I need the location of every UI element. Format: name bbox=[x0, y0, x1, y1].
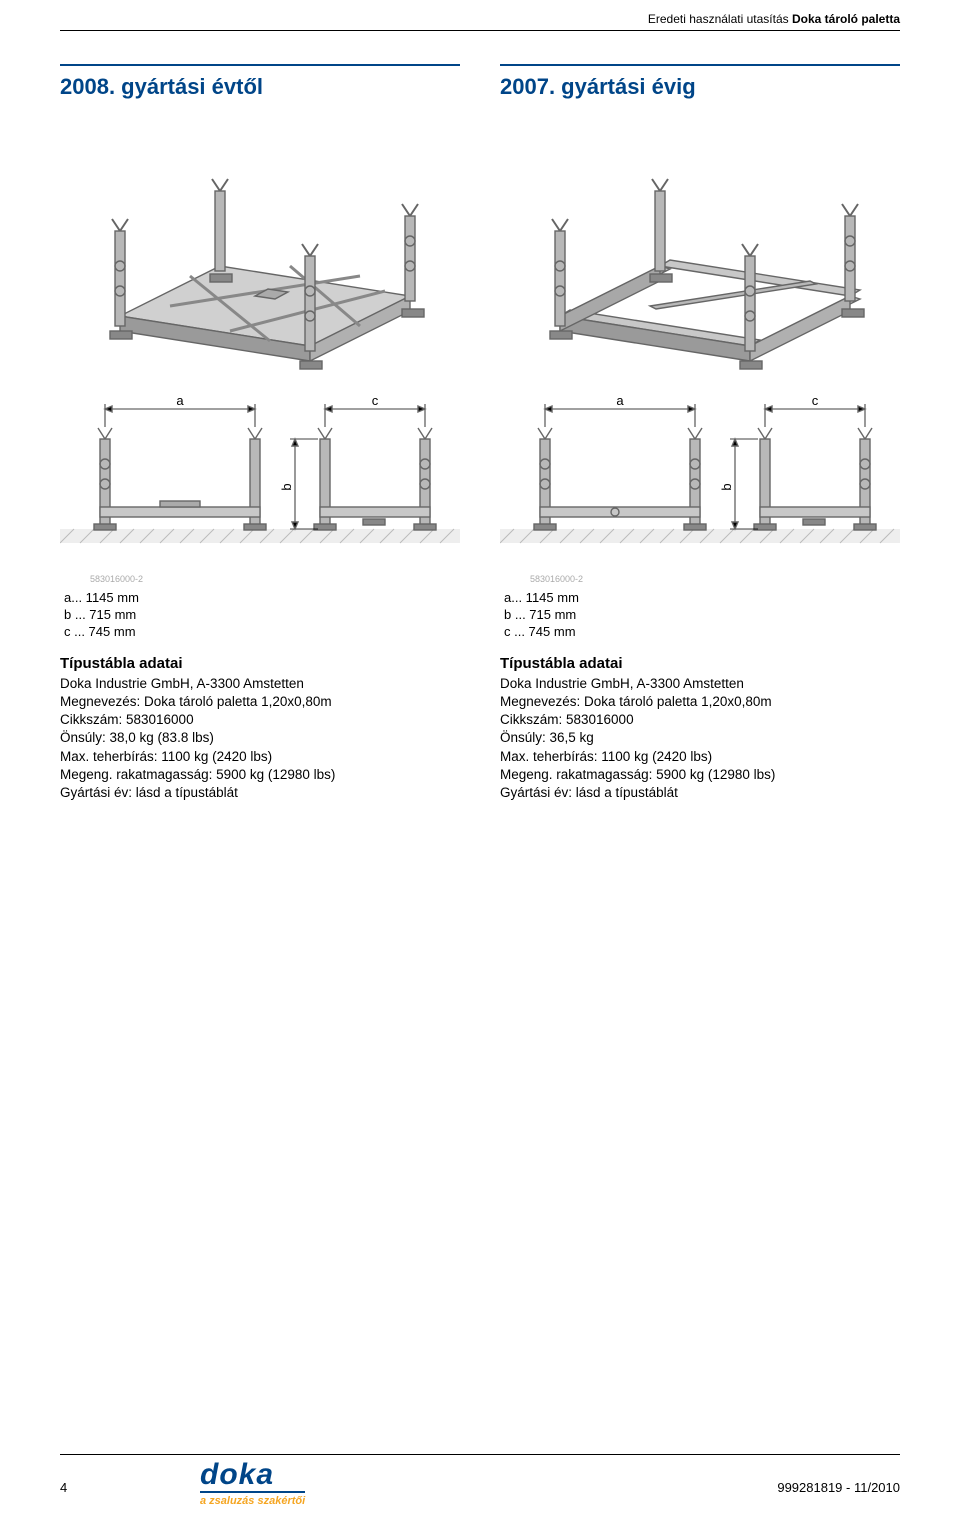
typus-l4-left: Önsúly: 38,0 kg (83.8 lbs) bbox=[60, 729, 460, 747]
typus-l3-left: Cikkszám: 583016000 bbox=[60, 711, 460, 729]
col-rule-right bbox=[500, 64, 900, 66]
dim-b-right: b ... 715 mm bbox=[504, 607, 900, 624]
typus-l7-left: Gyártási év: lásd a típustáblát bbox=[60, 784, 460, 802]
figcap-left: 583016000-2 bbox=[90, 574, 460, 584]
column-left: 2008. gyártási évtől bbox=[60, 64, 460, 802]
typus-l7-right: Gyártási év: lásd a típustáblát bbox=[500, 784, 900, 802]
figcap-right: 583016000-2 bbox=[530, 574, 900, 584]
svg-text:c: c bbox=[812, 393, 819, 408]
logo-subtitle: a zsaluzás szakértői bbox=[200, 1495, 305, 1507]
svg-text:a: a bbox=[616, 393, 624, 408]
pallet-iso-left bbox=[60, 116, 460, 376]
svg-text:a: a bbox=[176, 393, 184, 408]
section-title-right: 2007. gyártási évig bbox=[500, 74, 900, 100]
header-rule bbox=[60, 30, 900, 31]
typus-title-left: Típustábla adatai bbox=[60, 655, 460, 672]
header-prefix: Eredeti használati utasítás bbox=[648, 12, 792, 26]
dims-left: a... 1145 mm b ... 715 mm c ... 745 mm bbox=[60, 590, 460, 641]
column-right: 2007. gyártási évig bbox=[500, 64, 900, 802]
dim-c-left: c ... 745 mm bbox=[64, 624, 460, 641]
typus-title-right: Típustábla adatai bbox=[500, 655, 900, 672]
footer-rule bbox=[60, 1454, 900, 1455]
typus-l6-right: Megeng. rakatmagasság: 5900 kg (12980 lb… bbox=[500, 766, 900, 784]
svg-text:b: b bbox=[279, 483, 294, 490]
typus-l1-left: Doka Industrie GmbH, A-3300 Amstetten bbox=[60, 675, 460, 693]
dim-a-right: a... 1145 mm bbox=[504, 590, 900, 607]
dim-b-left: b ... 715 mm bbox=[64, 607, 460, 624]
page-number: 4 bbox=[60, 1480, 67, 1495]
typus-l2-right: Megnevezés: Doka tároló paletta 1,20x0,8… bbox=[500, 693, 900, 711]
typus-l3-right: Cikkszám: 583016000 bbox=[500, 711, 900, 729]
doka-logo: doka a zsaluzás szakértői bbox=[200, 1461, 305, 1507]
typus-l5-left: Max. teherbírás: 1100 kg (2420 lbs) bbox=[60, 748, 460, 766]
header-doc-title: Eredeti használati utasítás Doka tároló … bbox=[648, 12, 900, 26]
section-title-left: 2008. gyártási évtől bbox=[60, 74, 460, 100]
typus-right: Típustábla adatai Doka Industrie GmbH, A… bbox=[500, 655, 900, 803]
logo-rule bbox=[200, 1491, 305, 1493]
typus-l4-right: Önsúly: 36,5 kg bbox=[500, 729, 900, 747]
logo-text: doka bbox=[200, 1461, 305, 1488]
pallet-iso-right bbox=[500, 116, 900, 376]
col-rule-left bbox=[60, 64, 460, 66]
dims-right: a... 1145 mm b ... 715 mm c ... 745 mm bbox=[500, 590, 900, 641]
svg-text:b: b bbox=[719, 483, 734, 490]
typus-l6-left: Megeng. rakatmagasság: 5900 kg (12980 lb… bbox=[60, 766, 460, 784]
footer-doc-code: 999281819 - 11/2010 bbox=[777, 1480, 900, 1495]
pallet-dim-right: a c b bbox=[500, 379, 900, 569]
svg-text:c: c bbox=[372, 393, 379, 408]
typus-l2-left: Megnevezés: Doka tároló paletta 1,20x0,8… bbox=[60, 693, 460, 711]
typus-l5-right: Max. teherbírás: 1100 kg (2420 lbs) bbox=[500, 748, 900, 766]
typus-l1-right: Doka Industrie GmbH, A-3300 Amstetten bbox=[500, 675, 900, 693]
header-bold: Doka tároló paletta bbox=[792, 12, 900, 26]
dim-c-right: c ... 745 mm bbox=[504, 624, 900, 641]
dim-a-left: a... 1145 mm bbox=[64, 590, 460, 607]
pallet-dim-left: a c b bbox=[60, 379, 460, 569]
typus-left: Típustábla adatai Doka Industrie GmbH, A… bbox=[60, 655, 460, 803]
